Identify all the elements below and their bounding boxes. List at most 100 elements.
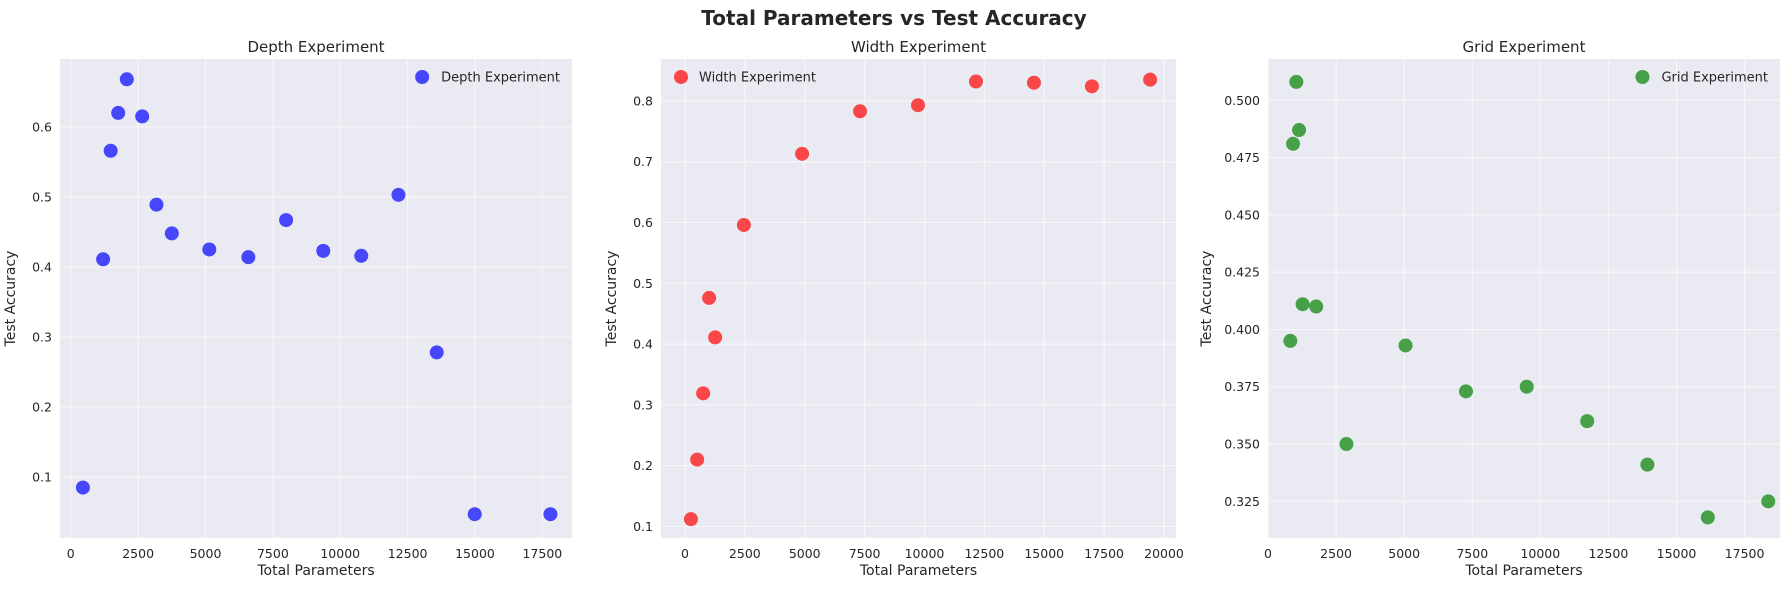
y-tick-label: 0.375: [1224, 379, 1260, 394]
data-point: [316, 243, 331, 258]
x-tick-label: 7500: [257, 546, 289, 561]
x-tick-label: 17500: [522, 546, 562, 561]
x-tick-label: 10000: [1520, 546, 1560, 561]
y-tick-label: 0.7: [633, 154, 653, 169]
data-point: [241, 250, 256, 265]
x-tick-label: 12500: [1589, 546, 1629, 561]
y-tick-label: 0.5: [633, 276, 653, 291]
data-point: [96, 252, 111, 267]
data-point: [75, 480, 90, 495]
x-tick-label: 7500: [849, 546, 881, 561]
data-point: [853, 104, 868, 119]
x-tick-label: 0: [1264, 546, 1272, 561]
x-tick-label: 2500: [729, 546, 761, 561]
data-point: [354, 248, 369, 263]
y-tick-label: 0.6: [32, 119, 52, 134]
data-point: [467, 507, 482, 522]
y-tick-label: 0.2: [32, 400, 52, 415]
data-point: [736, 217, 751, 232]
y-tick-label: 0.500: [1224, 93, 1260, 108]
data-point: [696, 386, 711, 401]
y-axis-label: Test Accuracy: [604, 251, 620, 348]
data-point: [1295, 297, 1310, 312]
legend-label: Depth Experiment: [441, 71, 560, 86]
data-point: [683, 512, 698, 527]
y-axis-label: Test Accuracy: [3, 251, 19, 348]
y-tick-label: 0.1: [32, 470, 52, 485]
data-point: [119, 72, 134, 87]
panel-3: 0 2500 5000 7500 10000 12500 15000 17500 0.325 0.…: [1199, 38, 1780, 579]
y-tick-label: 0.1: [633, 519, 653, 534]
x-axis-label: Total Parameters: [256, 563, 374, 579]
data-point: [543, 507, 558, 522]
x-tick-label: 2500: [122, 546, 154, 561]
data-point: [279, 213, 294, 228]
y-tick-label: 0.325: [1224, 494, 1260, 509]
x-tick-label: 17500: [1725, 546, 1765, 561]
data-point: [202, 242, 217, 257]
x-tick-label: 2500: [1320, 546, 1352, 561]
data-point: [795, 146, 810, 161]
legend-marker: [674, 70, 688, 84]
data-point: [1640, 457, 1655, 472]
y-tick-label: 0.425: [1224, 265, 1260, 280]
y-tick-label: 0.475: [1224, 150, 1260, 165]
x-tick-label: 15000: [1657, 546, 1697, 561]
data-point: [1398, 338, 1413, 353]
y-tick-label: 0.350: [1224, 437, 1260, 452]
data-point: [1292, 123, 1307, 138]
legend-label: Grid Experiment: [1661, 71, 1768, 86]
x-tick-label: 7500: [1456, 546, 1488, 561]
x-tick-label: 0: [681, 546, 689, 561]
y-tick-label: 0.4: [32, 259, 52, 274]
y-tick-label: 0.400: [1224, 322, 1260, 337]
legend-label: Width Experiment: [699, 71, 816, 86]
data-point: [690, 452, 705, 467]
data-point: [135, 109, 150, 124]
y-tick-label: 0.8: [633, 93, 653, 108]
panel-title: Depth Experiment: [247, 38, 384, 56]
x-tick-label: 15000: [455, 546, 495, 561]
x-tick-label: 10000: [320, 546, 360, 561]
x-tick-label: 15000: [1024, 546, 1064, 561]
y-tick-label: 0.2: [633, 458, 653, 473]
y-tick-label: 0.3: [32, 330, 52, 345]
x-tick-label: 17500: [1084, 546, 1124, 561]
data-point: [1309, 299, 1324, 314]
legend-marker: [1635, 70, 1650, 84]
plot-area: [1268, 59, 1780, 538]
data-point: [1143, 72, 1158, 87]
figure-title: Total Parameters vs Test Accuracy: [701, 6, 1086, 30]
data-point: [911, 98, 926, 113]
legend-marker: [415, 70, 430, 84]
data-point: [1084, 79, 1099, 94]
data-point: [1761, 494, 1776, 509]
x-axis-label: Total Parameters: [1464, 563, 1582, 579]
panel-title: Grid Experiment: [1463, 38, 1586, 56]
data-point: [708, 330, 723, 345]
y-tick-label: 0.450: [1224, 207, 1260, 222]
x-tick-label: 12500: [964, 546, 1004, 561]
data-point: [1339, 437, 1354, 452]
data-point: [1289, 74, 1304, 89]
x-axis-label: Total Parameters: [859, 563, 977, 579]
data-point: [1286, 136, 1301, 151]
data-point: [391, 187, 406, 202]
data-point: [111, 105, 126, 120]
x-tick-label: 5000: [789, 546, 821, 561]
data-point: [1580, 414, 1595, 429]
x-tick-label: 0: [67, 546, 75, 561]
plot-area: [60, 59, 572, 538]
plot-area: [661, 59, 1176, 538]
data-point: [702, 290, 717, 305]
y-tick-label: 0.4: [633, 337, 653, 352]
panel-1: 0 2500 5000 7500 10000 12500 15000 17500 0.1 0.2 0…: [3, 38, 572, 579]
x-tick-label: 10000: [905, 546, 945, 561]
data-point: [429, 345, 444, 360]
data-point: [149, 197, 164, 212]
data-point: [164, 226, 179, 241]
y-tick-label: 0.5: [32, 189, 52, 204]
panel-2: 0 2500 5000 7500 10000 12500 15000 17500 20000 0.…: [604, 38, 1184, 579]
data-point: [1026, 75, 1041, 90]
